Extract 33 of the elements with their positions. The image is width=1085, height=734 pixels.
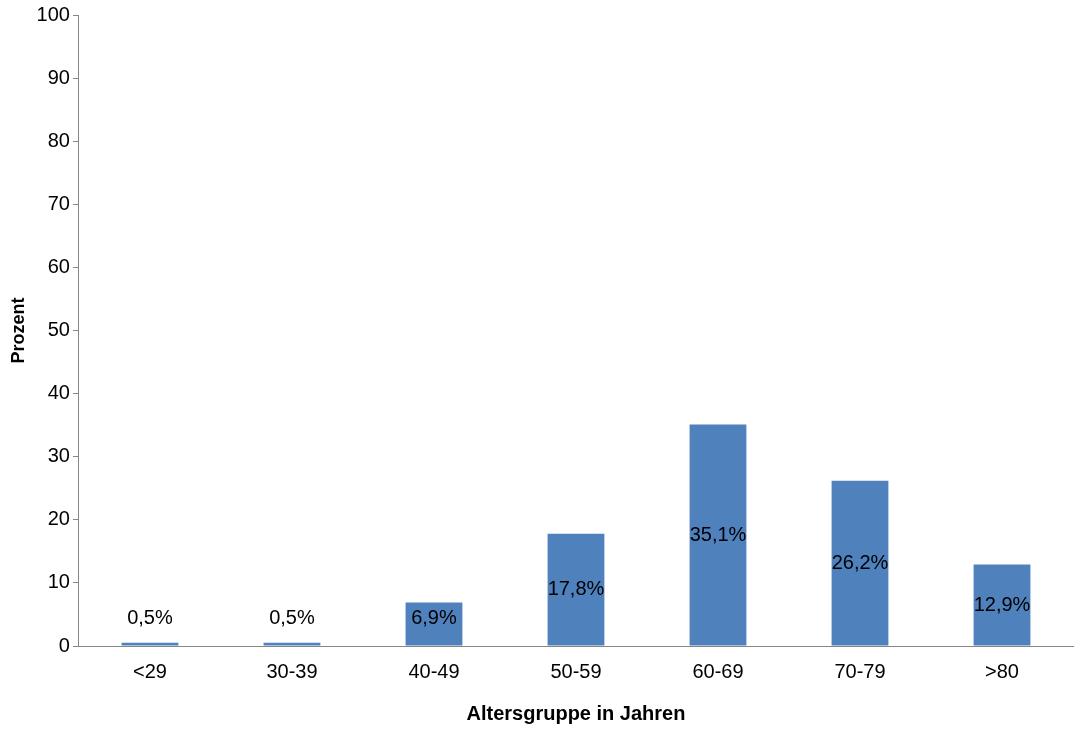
y-tick-label: 10 — [47, 570, 70, 593]
data-label: 12,9% — [973, 592, 1031, 615]
x-axis-title: Altersgruppe in Jahren — [466, 701, 686, 724]
bar — [263, 642, 321, 646]
y-tick-label: 70 — [47, 191, 70, 214]
y-tick-label: 90 — [47, 65, 70, 88]
y-tick-label: 80 — [47, 128, 70, 151]
x-tick-label: 30-39 — [266, 659, 318, 682]
y-tick-label: 60 — [47, 254, 70, 277]
y-tick-label: 20 — [47, 507, 70, 530]
x-tick-label: 40-49 — [408, 659, 460, 682]
data-label: 0,5% — [269, 605, 315, 628]
y-tick-label: 0 — [58, 633, 70, 656]
data-label: 6,9% — [411, 605, 457, 628]
y-tick-label: 100 — [36, 2, 70, 25]
bar — [831, 480, 889, 646]
data-label: 0,5% — [127, 605, 173, 628]
y-tick-label: 50 — [47, 318, 70, 341]
bar — [973, 564, 1031, 646]
x-tick-label: 50-59 — [550, 659, 602, 682]
bar — [689, 424, 747, 646]
data-label: 26,2% — [831, 550, 889, 573]
y-tick-label: 40 — [47, 381, 70, 404]
bar — [121, 642, 179, 646]
data-label: 17,8% — [547, 577, 605, 600]
x-tick-label: >80 — [985, 659, 1019, 682]
x-tick-label: 70-79 — [834, 659, 886, 682]
y-tick-label: 30 — [47, 444, 70, 467]
bar — [547, 533, 605, 646]
x-tick-label: 60-69 — [692, 659, 744, 682]
data-label: 35,1% — [689, 522, 747, 545]
y-axis-title: Prozent — [7, 297, 28, 364]
x-tick-label: <29 — [133, 659, 167, 682]
